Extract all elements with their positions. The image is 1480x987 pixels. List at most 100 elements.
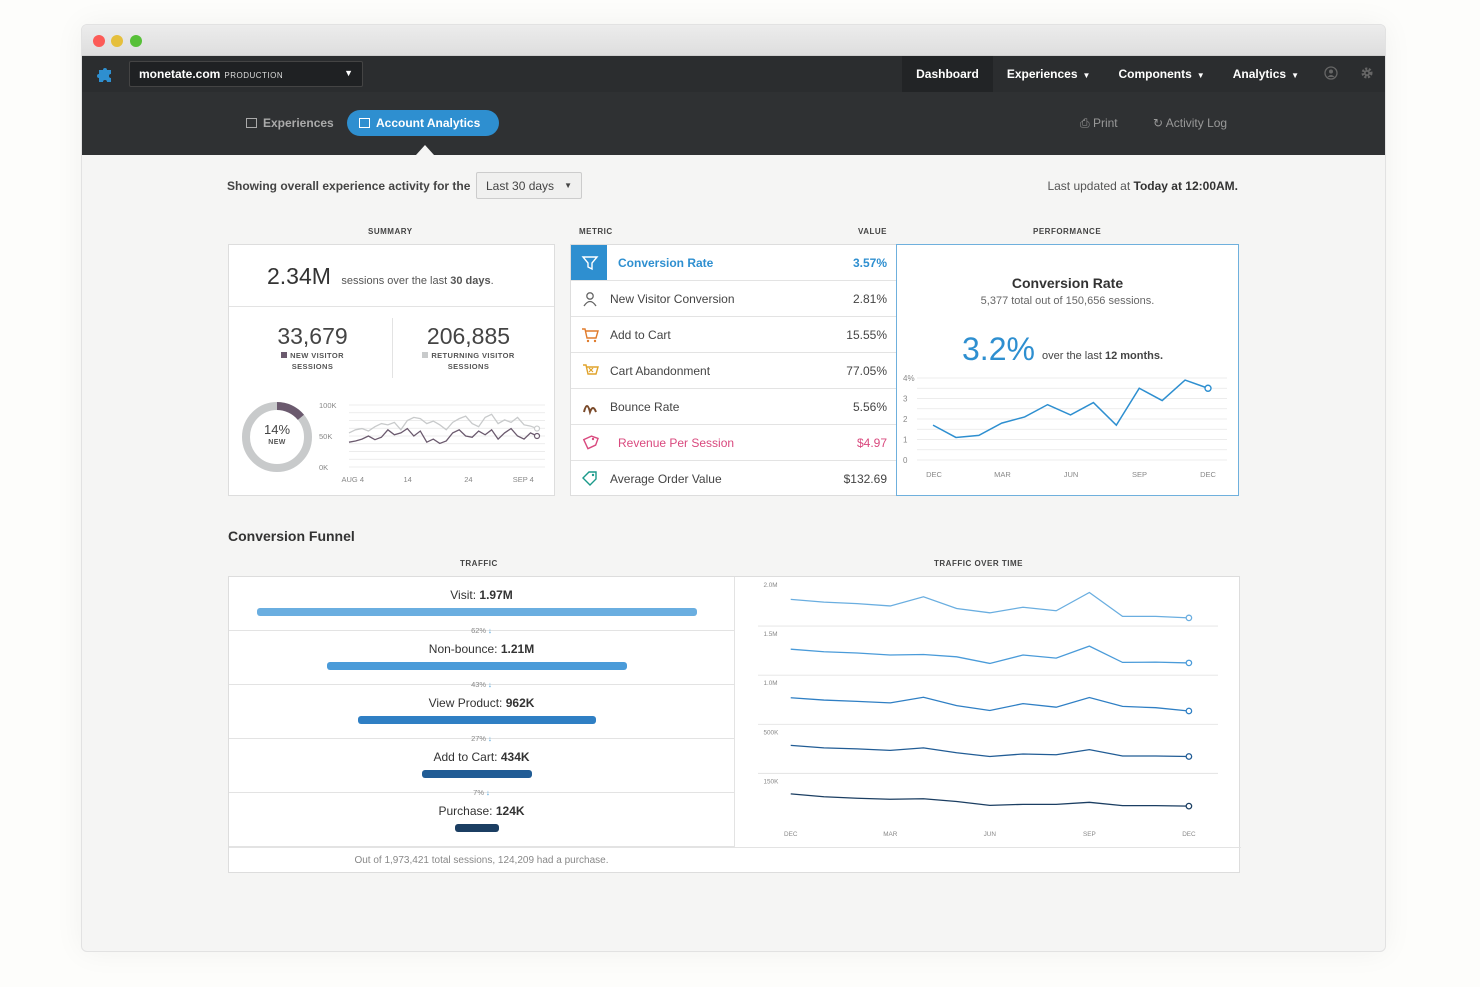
history-icon: ↻ <box>1153 116 1164 130</box>
metric-value: 5.56% <box>852 400 887 414</box>
series-end-point <box>533 425 541 432</box>
metric-value: 15.55% <box>846 328 887 342</box>
funnel-step-percent: 7% ↓ <box>229 788 734 797</box>
donut-new-arc <box>242 402 312 472</box>
metric-row[interactable]: Conversion Rate 3.57% <box>571 245 897 281</box>
funnel-step[interactable]: Non-bounce: 1.21M 43% ↓ <box>229 631 734 689</box>
funnel-step-name: Non-bounce: <box>428 642 498 656</box>
traffic-header: TRAFFIC <box>460 559 498 568</box>
metric-name: New Visitor Conversion <box>610 292 735 306</box>
donut-percent: 14% <box>263 422 291 437</box>
metric-row[interactable]: Cart Abandonment 77.05% <box>571 353 897 389</box>
print-button[interactable]: ⎙ Print <box>1080 116 1118 131</box>
nav-experiences[interactable]: Experiences ▼ <box>993 56 1105 92</box>
metric-name: Conversion Rate <box>618 256 714 270</box>
funnel-bar <box>358 716 596 724</box>
traffic-line <box>790 645 1189 665</box>
x-tick-label: MAR <box>883 831 898 838</box>
x-tick-label: SEP <box>1083 831 1096 838</box>
funnel-step-name: Visit: <box>450 588 477 602</box>
nav-components[interactable]: Components ▼ <box>1104 56 1218 92</box>
performance-header: PERFORMANCE <box>1033 227 1102 236</box>
new-visitor-donut <box>242 402 312 472</box>
funnel-footer: Out of 1,973,421 total sessions, 124,209… <box>229 847 1241 874</box>
activity-log-button[interactable]: ↻ Activity Log <box>1153 116 1227 130</box>
x-tick-label: MAR <box>994 470 1011 479</box>
x-tick-label: DEC <box>1182 831 1196 838</box>
metric-value: 2.81% <box>852 292 887 306</box>
metric-row[interactable]: Bounce Rate 5.56% <box>571 389 897 425</box>
funnel-footer-text: Out of 1,973,421 total sessions, 124,209… <box>354 855 609 866</box>
site-name: monetate.com <box>139 67 221 81</box>
sessions-text: sessions over the last 30 days. <box>341 275 494 287</box>
metric-header: METRIC <box>579 227 613 236</box>
funnel-bar <box>327 662 627 670</box>
funnel-percent-value: 62% <box>471 626 487 635</box>
tab-account-analytics-label: Account Analytics <box>376 116 481 130</box>
metric-value: $132.69 <box>843 472 887 486</box>
nav-analytics[interactable]: Analytics ▼ <box>1219 56 1313 92</box>
series-line <box>348 427 538 445</box>
traffic-line <box>790 591 1189 619</box>
performance-value: 3.2% <box>962 331 1035 367</box>
metric-row[interactable]: New Visitor Conversion 2.81% <box>571 281 897 317</box>
funnel-percent-value: 43% <box>471 680 487 689</box>
funnel-step[interactable]: View Product: 962K 27% ↓ <box>229 685 734 743</box>
chevron-down-icon: ▼ <box>1082 71 1091 80</box>
tab-experiences[interactable]: Experiences <box>234 110 346 136</box>
chevron-down-icon: ▼ <box>1291 71 1299 80</box>
y-tick-label: 0 <box>903 456 908 465</box>
site-selector[interactable]: monetate.com PRODUCTION ▼ <box>129 61 363 87</box>
maximize-window-button[interactable] <box>130 35 142 47</box>
divider <box>734 577 735 847</box>
funnel-step[interactable]: Purchase: 124K <box>229 793 734 847</box>
gear-icon[interactable] <box>1349 56 1385 92</box>
series-end-point <box>533 432 541 440</box>
funnel-step[interactable]: Add to Cart: 434K 7% ↓ <box>229 739 734 797</box>
x-tick-label: DEC <box>1200 470 1216 479</box>
metric-row[interactable]: Revenue Per Session $4.97 <box>571 425 897 461</box>
close-window-button[interactable] <box>93 35 105 47</box>
metric-row[interactable]: Average Order Value $132.69 <box>571 461 897 497</box>
new-visitor-count: 33,679 <box>277 323 348 349</box>
nav-dashboard[interactable]: Dashboard <box>902 56 993 92</box>
traffic-over-time-chart: 2.0M 1.5M 1.0M 500K 150K DEC MAR JUN SEP DEC <box>758 582 1218 838</box>
legend-swatch <box>281 352 288 358</box>
line-end-point <box>1185 707 1193 715</box>
returning-visitor-label-1: RETURNING VISITOR <box>431 351 515 360</box>
sessions-summary: 2.34M sessions over the last 30 days. <box>229 245 554 307</box>
user-account-icon[interactable] <box>1313 56 1349 92</box>
returning-visitor-label: RETURNING VISITOR SESSIONS <box>391 350 546 372</box>
date-range-select[interactable]: Last 30 days ▼ <box>476 172 582 199</box>
tab-experiences-label: Experiences <box>263 116 334 130</box>
x-tick-label: JUN <box>984 831 997 838</box>
active-tab-caret <box>416 145 434 155</box>
tab-account-analytics[interactable]: Account Analytics <box>347 110 499 136</box>
funnel-step-value: 434K <box>500 750 530 764</box>
cart-abandon-icon <box>583 364 599 375</box>
metric-row[interactable]: Add to Cart 15.55% <box>571 317 897 353</box>
chevron-down-icon: ▼ <box>1196 71 1205 80</box>
donut-label: 14% NEW <box>241 421 313 446</box>
arrow-down-icon: ↓ <box>488 680 492 689</box>
nav-analytics-label: Analytics <box>1232 67 1287 81</box>
print-label: Print <box>1092 116 1118 130</box>
y-tick-label: 100K <box>319 401 337 410</box>
metric-name: Revenue Per Session <box>618 436 735 450</box>
main-nav: Dashboard Experiences ▼ Components ▼ Analy… <box>902 56 1385 92</box>
minimize-window-button[interactable] <box>111 35 123 47</box>
traffic-line <box>790 696 1189 712</box>
funnel-bar <box>455 824 499 832</box>
x-tick-label: SEP <box>1132 470 1147 479</box>
funnel-step-name: View Product: <box>428 696 503 710</box>
last-updated: Last updated at Today at 12:00AM. <box>1047 179 1238 193</box>
puzzle-logo-icon[interactable] <box>96 65 114 83</box>
x-tick-label: SEP 4 <box>513 475 534 484</box>
y-tick-label: 4% <box>903 374 915 383</box>
funnel-step[interactable]: Visit: 1.97M 62% ↓ <box>229 577 734 635</box>
funnel-step-label: Add to Cart: 434K <box>229 750 734 764</box>
funnel-step-name: Purchase: <box>438 804 493 818</box>
x-tick-label: JUN <box>1064 470 1079 479</box>
funnel-bar <box>422 770 532 778</box>
chevron-down-icon: ▼ <box>344 68 353 78</box>
